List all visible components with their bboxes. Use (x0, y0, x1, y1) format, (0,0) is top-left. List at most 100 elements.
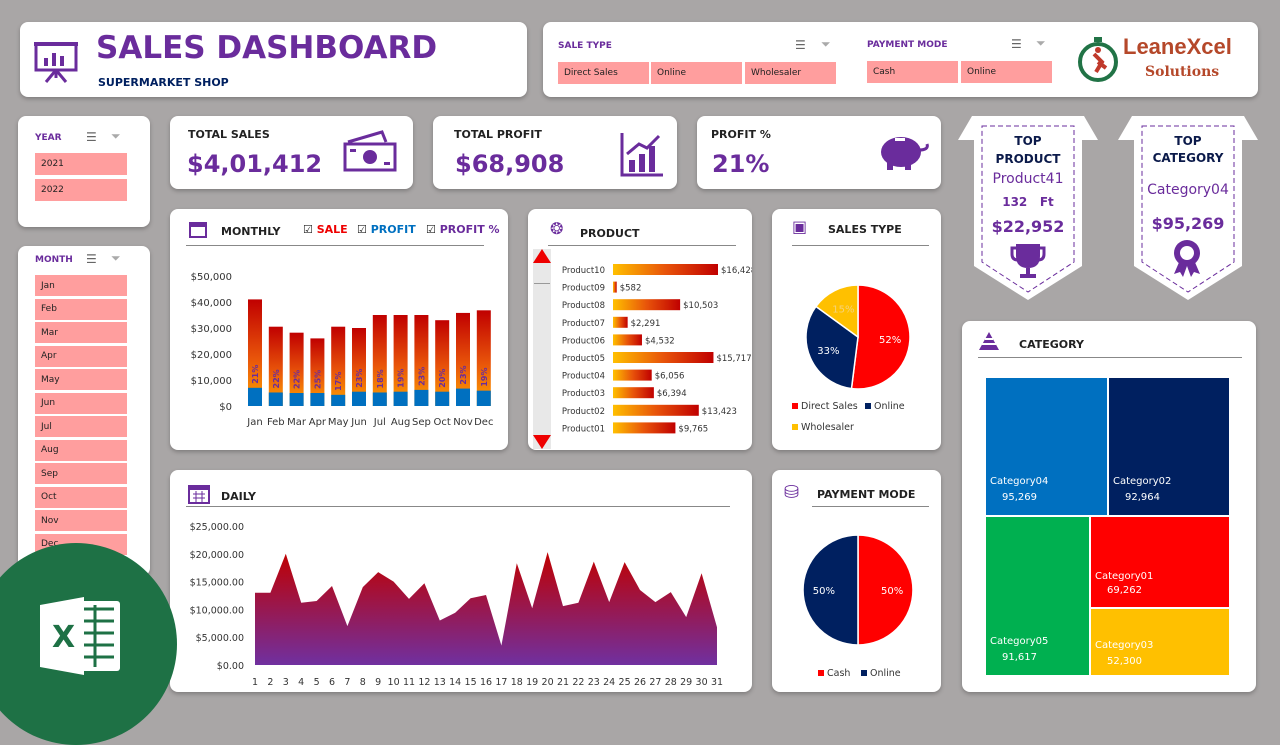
y-tick-label: $25,000.00 (190, 522, 244, 533)
sale-bar (310, 338, 325, 406)
category-title: CATEGORY (1019, 338, 1084, 351)
checkbox-icon: ☑ (426, 223, 436, 236)
legend-label: PROFIT (370, 223, 416, 236)
x-tick-label: Dec (474, 417, 493, 428)
slicer-item-jul[interactable]: Jul (35, 416, 127, 437)
x-tick-label: 4 (298, 677, 304, 688)
clear-filter-icon[interactable]: ⏷ (821, 37, 831, 51)
payment-mode-card: ⛁ PAYMENT MODE 50% 50% Cash Online (772, 470, 941, 692)
profit-pct-card: PROFIT % 21% (697, 116, 941, 189)
top-product-ribbon (958, 116, 1098, 300)
slicer-item-feb[interactable]: Feb (35, 298, 127, 320)
pyramid-icon (979, 332, 999, 350)
profit-pct-label: 25% (313, 370, 322, 389)
slicer-item-sep[interactable]: Sep (35, 463, 127, 484)
x-tick-label: Jun (350, 417, 367, 428)
profit-bar (289, 393, 304, 406)
slicer-item-oct[interactable]: Oct (35, 486, 127, 508)
multi-select-icon[interactable]: ☰ (86, 252, 97, 266)
x-tick-label: 26 (634, 677, 646, 688)
legend-label: Online (874, 401, 905, 412)
pie-slice (805, 305, 859, 390)
product-label: Product03 (562, 389, 605, 399)
multi-select-icon[interactable]: ☰ (86, 130, 97, 144)
total-profit-card: TOTAL PROFIT $68,908 (433, 116, 677, 189)
total-sales-label: TOTAL SALES (188, 128, 270, 141)
x-tick-label: 13 (434, 677, 446, 688)
x-tick-label: 19 (526, 677, 538, 688)
product-card: ❂ PRODUCT Product10$16,428Product09$582P… (528, 209, 752, 450)
clear-filter-icon[interactable]: ⏷ (111, 129, 121, 143)
payment-mode-label: PAYMENT MODE (867, 40, 948, 50)
legend-label: Direct Sales (801, 401, 858, 412)
category-treemap: Category04 95,269 Category02 92,964 Category… (985, 377, 1230, 676)
pie-slice (814, 284, 859, 339)
product-bar (613, 316, 628, 328)
slicer-item-2021[interactable]: 2021 (35, 153, 127, 175)
pie-slice (857, 534, 914, 646)
slicer-item-wholesaler[interactable]: Wholesaler (745, 62, 836, 84)
legend-swatch (861, 670, 867, 676)
top-category-name: Category04 (1147, 182, 1229, 198)
profit-pct-label: 19% (480, 368, 489, 387)
sale-bar (352, 328, 366, 406)
scroll-thumb[interactable] (534, 283, 550, 293)
slicer-item-may[interactable]: May (35, 369, 127, 390)
sale-bar (268, 326, 283, 406)
x-tick-label: 23 (588, 677, 600, 688)
x-tick-label: Jul (373, 417, 386, 428)
legend-label: SALE (316, 223, 348, 236)
x-tick-label: 29 (680, 677, 692, 688)
x-tick-label: 2 (267, 677, 273, 688)
scroll-down-arrow[interactable] (533, 435, 551, 449)
product-value-label: $15,717 (716, 354, 751, 364)
sale-bar (248, 299, 262, 406)
slicer-item-jan[interactable]: Jan (35, 275, 127, 296)
treemap-cell-category03: Category03 52,300 (1090, 608, 1230, 676)
legend-label: Wholesaler (801, 422, 854, 433)
checkbox-icon: ☑ (303, 223, 313, 236)
scrollbar[interactable] (533, 249, 551, 449)
sale-bar (289, 332, 304, 406)
growth-chart-icon (620, 133, 663, 177)
year-label: YEAR (35, 133, 62, 143)
slicer-item-jun[interactable]: Jun (35, 392, 127, 414)
slicer-item-mar[interactable]: Mar (35, 322, 127, 343)
multi-select-icon[interactable]: ☰ (1011, 37, 1022, 51)
scroll-up-arrow[interactable] (533, 249, 551, 263)
slicer-item-apr[interactable]: Apr (35, 345, 127, 367)
y-tick-label: $50,000 (191, 272, 232, 283)
multi-select-icon[interactable]: ☰ (795, 38, 806, 52)
slicer-item-aug[interactable]: Aug (35, 439, 127, 461)
y-tick-label: $5,000.00 (196, 633, 244, 644)
slicer-item-online[interactable]: Online (961, 61, 1052, 83)
product-bar (613, 369, 652, 381)
legend-label: Cash (827, 668, 850, 679)
total-profit-value: $68,908 (455, 150, 565, 178)
clear-filter-icon[interactable]: ⏷ (111, 251, 121, 265)
payment-mode-title: PAYMENT MODE (817, 488, 916, 501)
product-bar (613, 281, 617, 293)
pie-data-label: 52% (879, 335, 901, 346)
profit-bar (476, 390, 491, 406)
clear-filter-icon[interactable]: ⏷ (1036, 36, 1046, 50)
product-box-icon: ❂ (550, 219, 564, 238)
top-product-value: $22,952 (991, 217, 1065, 236)
slicer-item-online[interactable]: Online (651, 62, 742, 84)
slicer-item-2022[interactable]: 2022 (35, 179, 127, 201)
legend-profit-pct[interactable]: ☑ PROFIT % (426, 223, 500, 236)
slicer-item-nov[interactable]: Nov (35, 510, 127, 531)
sale-bar (393, 315, 408, 406)
presentation-icon (34, 42, 78, 83)
x-tick-label: Nov (453, 417, 473, 428)
slicer-item-direct-sales[interactable]: Direct Sales (558, 62, 649, 84)
treemap-cell-category04: Category04 95,269 (985, 377, 1108, 516)
y-tick-label: $40,000 (191, 298, 232, 309)
legend-sale[interactable]: ☑ SALE (303, 223, 348, 236)
logo-text: LeaneXcel (1123, 34, 1232, 59)
x-tick-label: 8 (360, 677, 366, 688)
legend-profit[interactable]: ☑ PROFIT (357, 223, 416, 236)
product-value-label: $9,765 (678, 424, 708, 434)
slicer-item-cash[interactable]: Cash (867, 61, 958, 83)
product-bar (613, 264, 718, 275)
